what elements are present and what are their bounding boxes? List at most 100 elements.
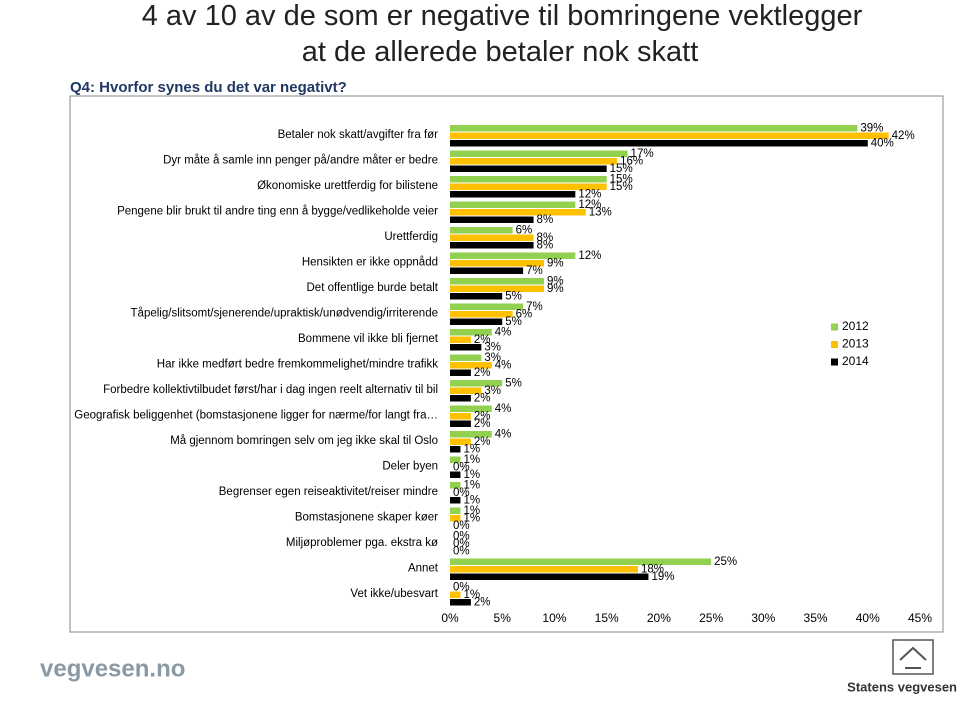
- bar: [450, 227, 513, 234]
- value-label: 0%: [453, 538, 470, 550]
- bar: [450, 344, 482, 351]
- brand-emblem: [892, 639, 934, 675]
- value-label: 4%: [495, 428, 512, 440]
- value-label: 40%: [871, 137, 894, 149]
- bar: [450, 515, 461, 522]
- bar: [450, 293, 503, 300]
- category-label: Vet ikke/ubesvart: [350, 588, 438, 600]
- value-label: 42%: [892, 130, 915, 142]
- emblem: [892, 639, 934, 675]
- bar: [450, 566, 638, 573]
- value-label: 7%: [526, 265, 543, 277]
- bar: [450, 558, 712, 565]
- category-label: Har ikke medført bedre fremkommelighet/m…: [157, 358, 438, 370]
- bar: [450, 158, 618, 165]
- category-label: Betaler nok skatt/avgifter fra før: [278, 129, 439, 141]
- value-label: 0%: [453, 530, 470, 542]
- bar: [450, 311, 513, 318]
- value-label: 1%: [463, 505, 480, 517]
- category-label: Bomstasjonene skaper køer: [295, 511, 438, 523]
- chart-frame: [69, 95, 944, 633]
- bar: [450, 165, 607, 172]
- x-tick-label: 25%: [699, 611, 723, 625]
- bar: [450, 405, 492, 412]
- value-label: 12%: [578, 250, 601, 262]
- category-label: Pengene blir brukt til andre ting enn å …: [117, 205, 438, 217]
- bar: [450, 176, 607, 183]
- value-label: 2%: [474, 334, 491, 346]
- value-label: 13%: [589, 206, 612, 218]
- x-tick-label: 10%: [542, 611, 566, 625]
- x-tick-label: 0%: [441, 611, 459, 625]
- bar: [450, 150, 628, 157]
- category-label: Miljøproblemer pga. ekstra kø: [286, 537, 438, 549]
- bar: [450, 201, 576, 208]
- legend-swatch: [831, 341, 838, 348]
- bar: [450, 362, 492, 369]
- value-label: 19%: [651, 571, 674, 583]
- value-label: 6%: [516, 308, 533, 320]
- value-label: 1%: [463, 512, 480, 524]
- x-tick-label: 40%: [856, 611, 880, 625]
- value-label: 0%: [453, 545, 470, 557]
- value-label: 16%: [620, 155, 643, 167]
- brand-name: Statens vegvesen: [847, 679, 957, 694]
- value-label: 0%: [453, 461, 470, 473]
- category-label: Begrenser egen reiseaktivitet/reiser min…: [219, 486, 438, 498]
- bar: [450, 132, 889, 139]
- bar: [450, 497, 461, 504]
- value-label: 1%: [463, 494, 480, 506]
- value-label: 12%: [578, 199, 601, 211]
- bar: [450, 413, 471, 420]
- value-label: 9%: [547, 275, 564, 287]
- value-label: 0%: [453, 520, 470, 532]
- bar: [450, 140, 868, 147]
- bar: [450, 456, 461, 463]
- x-tick-label: 20%: [647, 611, 671, 625]
- category-label: Geografisk beliggenhet (bomstasjonene li…: [74, 409, 438, 421]
- value-label: 9%: [547, 283, 564, 295]
- value-label: 2%: [474, 410, 491, 422]
- bar: [450, 329, 492, 336]
- value-label: 5%: [505, 316, 522, 328]
- bar: [450, 354, 482, 361]
- value-label: 2%: [474, 436, 491, 448]
- value-label: 8%: [537, 232, 554, 244]
- bar: [450, 209, 586, 216]
- value-label: 2%: [474, 596, 491, 608]
- value-label: 1%: [463, 589, 480, 601]
- bar: [450, 242, 534, 249]
- x-tick-label: 5%: [494, 611, 512, 625]
- value-label: 15%: [610, 173, 633, 185]
- x-tick-label: 35%: [804, 611, 828, 625]
- value-label: 1%: [463, 479, 480, 491]
- emblem-shape: [899, 646, 927, 669]
- bar: [450, 387, 482, 394]
- bar: [450, 125, 858, 132]
- category-label: Økonomiske urettferdig for bilistene: [257, 180, 438, 192]
- bar: [450, 446, 461, 453]
- value-label: 9%: [547, 257, 564, 269]
- value-label: 5%: [505, 377, 522, 389]
- value-label: 25%: [714, 556, 737, 568]
- category-label: Urettferdig: [384, 231, 438, 243]
- value-label: 0%: [453, 487, 470, 499]
- bar: [450, 599, 471, 606]
- category-label: Det offentlige burde betalt: [307, 282, 439, 294]
- bar: [450, 482, 461, 489]
- bar: [450, 431, 492, 438]
- value-label: 8%: [537, 239, 554, 251]
- value-label: 4%: [495, 326, 512, 338]
- legend-swatch: [831, 323, 838, 331]
- value-label: 3%: [484, 385, 501, 397]
- value-label: 39%: [860, 122, 883, 134]
- bar: [450, 303, 524, 310]
- site-logo: vegvesen.no: [40, 655, 185, 682]
- category-label: Annet: [408, 562, 439, 574]
- category-label: Deler byen: [382, 460, 438, 472]
- value-label: 17%: [631, 148, 654, 160]
- bar: [450, 336, 471, 343]
- bar: [450, 260, 544, 267]
- category-label: Forbedre kollektivtilbudet først/har i d…: [103, 384, 438, 396]
